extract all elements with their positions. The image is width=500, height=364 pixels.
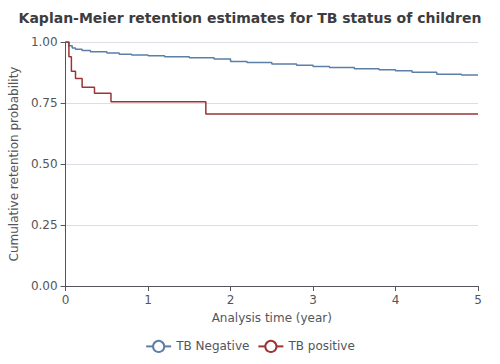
svg-text:Analysis time (year): Analysis time (year) [212,311,332,325]
svg-text:1: 1 [144,293,152,307]
svg-text:Cumulative retention probabili: Cumulative retention probability [7,67,21,262]
svg-text:0.75: 0.75 [31,96,58,110]
svg-text:Kaplan-Meier retention estimat: Kaplan-Meier retention estimates for TB … [19,10,482,26]
svg-text:0.00: 0.00 [31,279,58,293]
svg-text:5: 5 [474,293,482,307]
svg-text:0.25: 0.25 [31,218,58,232]
svg-text:TB Negative: TB Negative [175,339,249,353]
svg-text:2: 2 [227,293,235,307]
svg-text:4: 4 [392,293,400,307]
svg-text:0: 0 [62,293,70,307]
svg-text:TB positive: TB positive [287,339,354,353]
svg-text:1.00: 1.00 [31,35,58,49]
svg-text:3: 3 [309,293,317,307]
svg-text:0.50: 0.50 [31,157,58,171]
